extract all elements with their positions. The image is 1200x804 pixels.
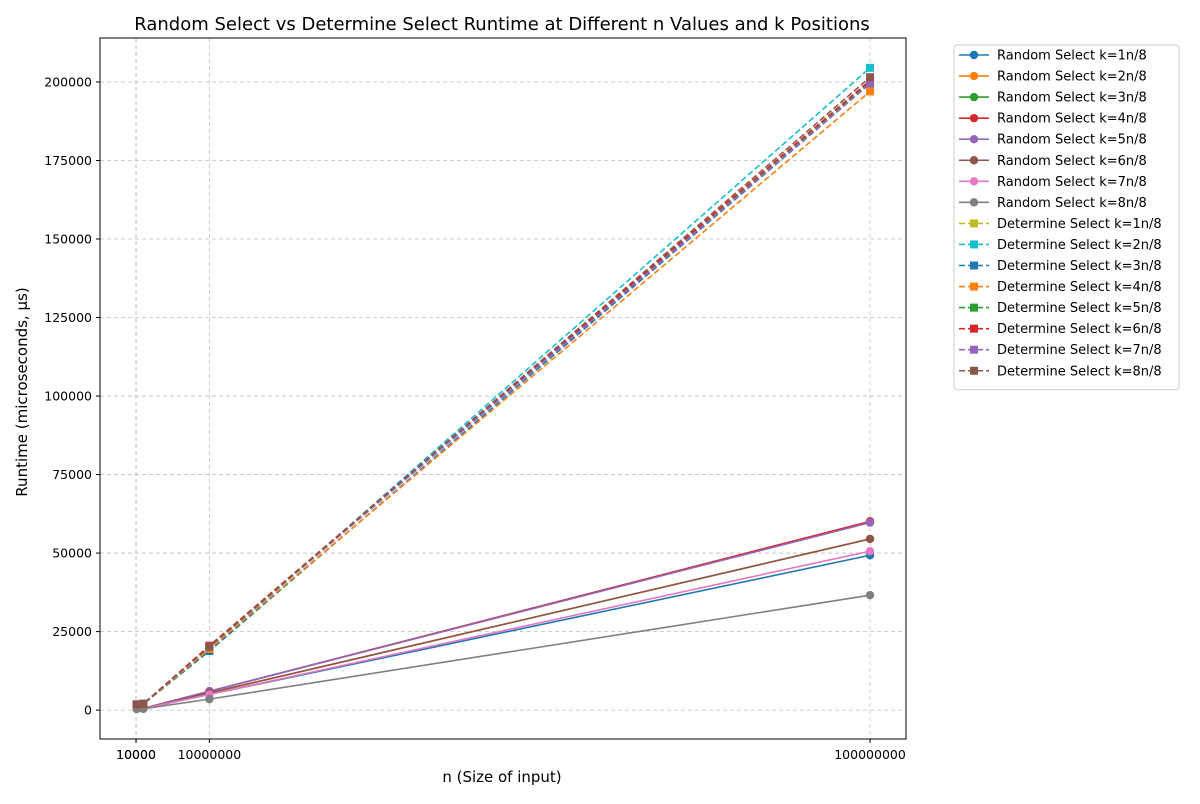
- series-line: [136, 67, 871, 706]
- data-point: [866, 79, 875, 88]
- x-tick-label: 100000000: [834, 747, 906, 762]
- y-tick-label: 150000: [44, 232, 92, 247]
- legend-item: Determine Select k=4n/8: [959, 280, 1162, 295]
- legend-marker: [970, 240, 978, 249]
- legend-item: Determine Select k=8n/8: [959, 364, 1162, 379]
- data-point: [865, 590, 875, 600]
- chart-title: Random Select vs Determine Select Runtim…: [134, 14, 870, 35]
- legend-label: Random Select k=8n/8: [997, 196, 1147, 211]
- data-point: [865, 546, 875, 556]
- y-axis-label: Runtime (microseconds, µs): [13, 287, 31, 496]
- plot-frame: [99, 37, 907, 740]
- legend-label: Determine Select k=8n/8: [997, 364, 1162, 379]
- y-tick-label: 0: [84, 703, 92, 718]
- legend-marker: [969, 156, 979, 165]
- data-point: [205, 694, 214, 704]
- legend-item: Random Select k=6n/8: [959, 154, 1147, 169]
- legend-label: Random Select k=4n/8: [997, 112, 1147, 127]
- legend-item: Random Select k=7n/8: [959, 175, 1147, 190]
- legend-item: Determine Select k=3n/8: [959, 259, 1162, 274]
- y-tick-label: 175000: [44, 153, 92, 168]
- legend-item: Determine Select k=2n/8: [959, 238, 1162, 253]
- y-tick-label: 25000: [52, 624, 92, 639]
- legend-label: Determine Select k=1n/8: [997, 217, 1162, 232]
- series-line: [136, 521, 871, 710]
- legend-label: Determine Select k=4n/8: [997, 280, 1162, 295]
- series-line: [136, 76, 871, 706]
- legend-label: Random Select k=7n/8: [997, 175, 1147, 190]
- x-tick-label: 10000: [116, 747, 156, 762]
- legend-marker: [969, 92, 979, 102]
- series-4: [132, 517, 875, 713]
- legend-box: [953, 44, 1180, 391]
- series-8: [132, 590, 875, 714]
- series-16: [132, 73, 875, 709]
- legend-item: Determine Select k=5n/8: [959, 301, 1162, 316]
- data-point: [865, 518, 875, 527]
- data-point: [866, 63, 875, 72]
- legend-label: Random Select k=6n/8: [997, 154, 1147, 169]
- legend: Random Select k=1n/8 Random Select k=2n/8…: [953, 44, 1180, 391]
- series-line: [136, 538, 871, 710]
- data-point: [866, 87, 875, 96]
- legend-label: Determine Select k=2n/8: [997, 238, 1162, 253]
- legend-item: Random Select k=8n/8: [959, 196, 1147, 211]
- legend-marker: [970, 324, 978, 333]
- legend-item: Random Select k=5n/8: [959, 133, 1147, 148]
- legend-item: Determine Select k=1n/8: [959, 217, 1162, 232]
- data-point: [865, 534, 875, 544]
- series-line: [136, 520, 871, 710]
- legend-marker: [969, 113, 979, 123]
- legend-label: Determine Select k=7n/8: [997, 343, 1162, 358]
- legend-item: Random Select k=2n/8: [959, 70, 1147, 85]
- legend-label: Determine Select k=5n/8: [997, 301, 1162, 316]
- legend-item: Determine Select k=6n/8: [959, 322, 1162, 337]
- plot-series: [132, 63, 875, 714]
- y-tick-label: 50000: [52, 546, 92, 561]
- legend-item: Determine Select k=7n/8: [959, 343, 1162, 358]
- data-point: [139, 699, 148, 708]
- legend-marker: [970, 345, 978, 354]
- legend-label: Random Select k=1n/8: [997, 49, 1147, 64]
- legend-label: Determine Select k=3n/8: [997, 259, 1162, 274]
- legend-marker: [970, 366, 978, 375]
- legend-marker: [970, 282, 978, 291]
- y-tick-label: 100000: [44, 389, 92, 404]
- series-line: [136, 594, 871, 710]
- legend-marker: [969, 198, 979, 207]
- data-point: [132, 700, 141, 709]
- legend-label: Random Select k=2n/8: [997, 70, 1147, 85]
- data-point: [205, 642, 214, 651]
- grid: [100, 38, 906, 739]
- legend-marker: [969, 135, 979, 144]
- x-tick-label: 10000: [116, 747, 156, 762]
- x-axis-label: n (Size of input): [442, 768, 561, 786]
- legend-item: Random Select k=3n/8: [959, 91, 1147, 106]
- legend-label: Random Select k=5n/8: [997, 133, 1147, 148]
- x-tick-label: 10000000: [178, 747, 242, 762]
- y-tick-label: 75000: [52, 467, 92, 482]
- legend-label: Determine Select k=6n/8: [997, 322, 1162, 337]
- legend-item: Random Select k=4n/8: [959, 112, 1147, 127]
- legend-item: Random Select k=1n/8: [959, 49, 1147, 64]
- legend-marker: [970, 303, 978, 312]
- legend-label: Random Select k=3n/8: [997, 91, 1147, 106]
- legend-marker: [969, 71, 979, 81]
- legend-marker: [970, 261, 978, 270]
- legend-marker: [969, 177, 979, 186]
- legend-marker: [969, 50, 979, 60]
- legend-marker: [970, 219, 978, 228]
- y-tick-label: 125000: [44, 310, 92, 325]
- series-7: [132, 546, 875, 713]
- data-point: [866, 73, 875, 82]
- y-tick-label: 200000: [44, 74, 92, 89]
